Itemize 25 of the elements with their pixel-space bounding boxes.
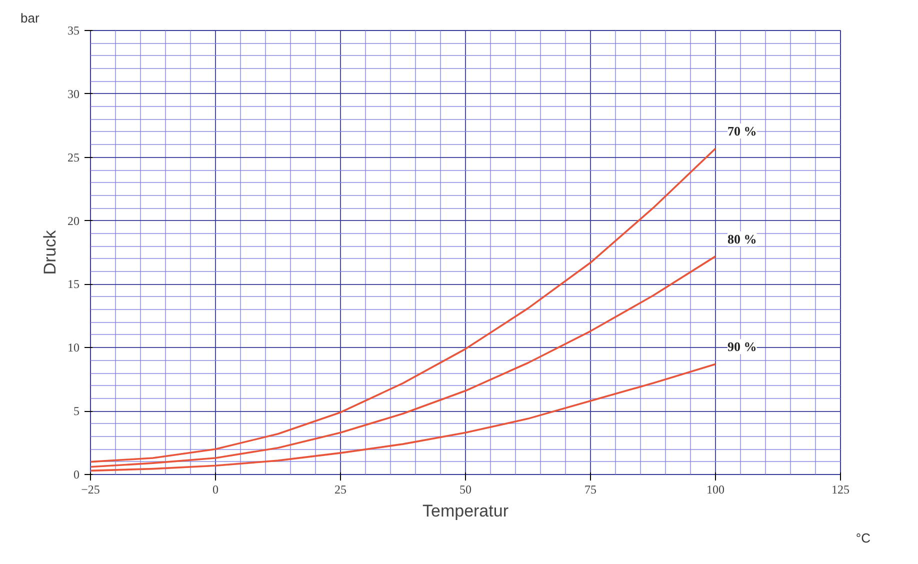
x-tick-label: 50 (460, 482, 472, 496)
y-tick-label: 0 (74, 468, 80, 482)
line-series (90, 148, 716, 463)
y-tick-label: 20 (68, 214, 80, 228)
series-label: 70 % (728, 123, 757, 138)
y-tick-label: 5 (74, 404, 80, 418)
y-tick-label: 15 (68, 277, 80, 292)
y-tick-label: 10 (68, 340, 80, 355)
x-axis-title: Temperatur (422, 502, 509, 520)
x-tick-label: 100 (706, 482, 724, 496)
x-tick-label: 75 (584, 482, 596, 496)
series-label: 80 % (728, 231, 757, 246)
text: bar (20, 10, 40, 26)
line-series (90, 363, 716, 472)
y-tick-label: 25 (68, 150, 80, 164)
series-label: 90 % (728, 339, 757, 354)
line-series (90, 255, 716, 468)
x-tick-label: 125 (832, 482, 850, 496)
text: °C (856, 530, 871, 546)
y-axis-title: Druck (40, 230, 60, 275)
y-tick-label: 35 (68, 24, 80, 38)
x-tick-label: 0 (212, 482, 218, 496)
y-tick-label: 30 (68, 86, 80, 101)
x-tick-label: −25 (81, 482, 100, 496)
x-tick-label: 25 (334, 482, 346, 496)
